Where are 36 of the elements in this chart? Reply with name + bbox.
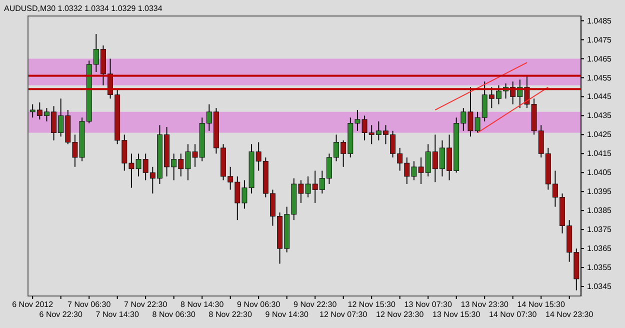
y-tick-label: 1.0355 [587,263,612,272]
x-tick-label: 12 Nov 23:30 [376,310,424,319]
x-tick-label: 6 Nov 22:30 [39,310,83,319]
x-tick-label: 12 Nov 15:30 [348,300,396,309]
x-tick-label: 13 Nov 23:30 [460,300,509,309]
x-tick-label: 14 Nov 07:30 [489,310,538,319]
y-tick-label: 1.0455 [587,73,612,82]
y-tick-label: 1.0435 [587,111,612,120]
y-tick-label: 1.0445 [587,92,612,102]
y-tick-label: 1.0465 [587,54,612,64]
x-tick-label: 8 Nov 22:30 [208,310,252,319]
x-tick-label: 7 Nov 14:30 [96,310,140,319]
x-tick-label: 8 Nov 06:30 [152,310,196,319]
x-tick-label: 7 Nov 06:30 [68,300,112,309]
x-tick-label: 14 Nov 23:30 [546,310,594,319]
y-tick-label: 1.0385 [587,206,612,216]
chart-title: AUDUSD,M30 1.0332 1.0334 1.0329 1.0334 [4,4,163,13]
x-tick-label: 9 Nov 14:30 [265,310,309,319]
x-tick-label: 8 Nov 14:30 [180,300,224,309]
x-tick-label: 7 Nov 22:30 [124,300,168,309]
y-tick-label: 1.0395 [587,187,612,196]
x-tick-label: 14 Nov 15:30 [517,300,566,309]
y-tick-label: 1.0405 [587,168,612,178]
x-tick-label: 9 Nov 22:30 [294,300,338,309]
y-tick-label: 1.0345 [587,282,612,292]
x-tick-label: 13 Nov 07:30 [404,300,452,309]
x-tick-label: 9 Nov 06:30 [237,300,281,309]
x-tick-label: 12 Nov 07:30 [320,310,368,319]
y-tick-label: 1.0425 [587,130,612,140]
y-tick-label: 1.0475 [587,35,612,44]
y-tick-label: 1.0365 [587,244,612,254]
x-tick-label: 6 Nov 2012 [12,300,54,309]
x-tick-label: 13 Nov 15:30 [432,310,481,319]
y-tick-label: 1.0485 [587,16,612,26]
y-tick-label: 1.0415 [587,149,612,158]
y-tick-label: 1.0375 [587,225,612,234]
